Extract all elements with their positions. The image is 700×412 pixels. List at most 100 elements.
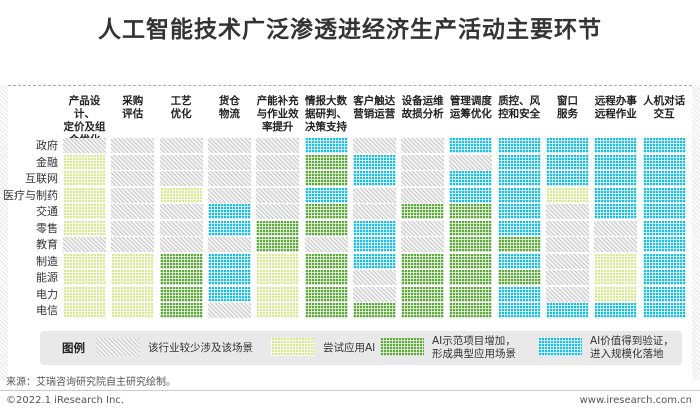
heatmap-cell	[63, 303, 106, 318]
left-decor-stripe	[0, 85, 8, 380]
heatmap-cell	[256, 138, 300, 153]
heatmap-cell	[594, 204, 638, 219]
website-link[interactable]: www.iresearch.com.cn	[579, 395, 692, 406]
header-divider	[8, 85, 692, 86]
heatmap-cell	[256, 187, 300, 203]
heatmap-cell	[449, 220, 493, 236]
column-header: 人机对话 交互	[643, 95, 686, 120]
heatmap-cell	[159, 220, 203, 236]
heatmap-cell	[497, 154, 541, 170]
row-label: 政府	[36, 139, 58, 152]
heatmap-cell	[256, 154, 300, 170]
heatmap-cell	[401, 270, 445, 285]
heatmap-cell	[207, 286, 251, 302]
heatmap-cell	[594, 171, 638, 186]
column-header: 窗口 服务	[557, 95, 578, 120]
column-header: 采购 评估	[122, 95, 144, 120]
heatmap-cell	[111, 138, 155, 153]
heatmap-cell	[159, 237, 203, 252]
heatmap-cell	[159, 154, 203, 170]
heatmap-cell	[546, 187, 589, 203]
heatmap-cell	[256, 204, 300, 219]
heatmap-cell	[63, 286, 106, 302]
column-header: 货仓 物流	[218, 95, 240, 120]
heatmap-cell	[352, 303, 396, 318]
heatmap-cell	[401, 204, 445, 219]
legend-label-level-3: AI价值得到验证， 进入规模化落地	[590, 335, 674, 360]
heatmap-cell	[401, 286, 445, 302]
heatmap-cell	[304, 220, 348, 236]
heatmap-cell	[352, 220, 396, 236]
row-label: 零售	[36, 221, 58, 235]
heatmap-cell	[594, 220, 638, 236]
heatmap-cell	[63, 171, 106, 186]
heatmap-cell	[352, 187, 396, 203]
heatmap-cell	[111, 171, 155, 186]
heatmap-cell	[642, 220, 686, 236]
row-label: 金融	[36, 155, 58, 169]
heatmap-cell	[63, 270, 106, 285]
heatmap-cell	[304, 138, 348, 153]
heatmap-cell	[594, 154, 638, 170]
heatmap-cell	[449, 303, 493, 318]
heatmap-cell	[449, 187, 493, 203]
heatmap-cell	[642, 270, 686, 285]
heatmap-cell	[449, 171, 493, 186]
heatmap-cell	[159, 171, 203, 186]
heatmap-cell	[111, 270, 155, 285]
heatmap-cell	[304, 286, 348, 302]
heatmap-cell	[546, 303, 589, 318]
heatmap-cell	[401, 237, 445, 252]
page-title: 人工智能技术广泛渗透进经济生产活动主要环节	[98, 17, 602, 43]
heatmap-cell	[304, 270, 348, 285]
heatmap-cell	[256, 303, 300, 318]
footer-divider	[0, 390, 700, 391]
heatmap-cell	[642, 237, 686, 252]
heatmap-cell	[497, 220, 541, 236]
heatmap-cell	[642, 171, 686, 186]
legend-swatch-level-2	[380, 338, 424, 356]
heatmap-cell	[449, 270, 493, 285]
heatmap-cell	[256, 171, 300, 186]
heatmap-cell	[207, 253, 251, 269]
heatmap-cell	[352, 270, 396, 285]
heatmap-cell	[594, 187, 638, 203]
column-header: 工艺 优化	[170, 95, 192, 120]
heatmap-cell	[449, 237, 493, 252]
heatmap-cell	[594, 286, 638, 302]
column-header: 客户触达 营销运营	[353, 95, 396, 120]
column-header: 产品设计、 定价及组 合优化	[63, 95, 106, 146]
heatmap-cell	[352, 204, 396, 219]
heatmap-cell	[401, 303, 445, 318]
heatmap-cell	[352, 253, 396, 269]
heatmap-cell	[63, 154, 106, 170]
heatmap-cell	[159, 270, 203, 285]
row-label: 医疗与制药	[3, 188, 58, 202]
heatmap-cell	[352, 154, 396, 170]
heatmap-cell	[207, 154, 251, 170]
heatmap-cell	[111, 303, 155, 318]
row-label: 能源	[36, 271, 58, 284]
column-header: 情报大数 据研判、 决策支持	[305, 95, 347, 133]
heatmap-cell	[111, 237, 155, 252]
heatmap-cell	[111, 286, 155, 302]
heatmap-cell	[594, 237, 638, 252]
legend-swatch-level-0	[96, 338, 140, 356]
heatmap-cell	[642, 138, 686, 153]
heatmap-cell	[449, 204, 493, 219]
heatmap-cell	[207, 220, 251, 236]
heatmap-cell	[63, 220, 106, 236]
heatmap-cell	[256, 253, 300, 269]
heatmap-cell	[497, 171, 541, 186]
heatmap-cell	[63, 138, 106, 153]
heatmap-cell	[497, 253, 541, 269]
heatmap-cell	[497, 303, 541, 318]
heatmap-cell	[449, 154, 493, 170]
heatmap-cell	[304, 253, 348, 269]
right-decor-stripe	[692, 85, 700, 380]
heatmap-cell	[207, 204, 251, 219]
legend: 图例 该行业较少涉及该场景 尝试应用AI AI示范项目增加， 形成典型应用场景 …	[40, 331, 682, 365]
heatmap-cell	[207, 303, 251, 318]
row-label: 教育	[36, 238, 58, 251]
heatmap-cell	[63, 204, 106, 219]
